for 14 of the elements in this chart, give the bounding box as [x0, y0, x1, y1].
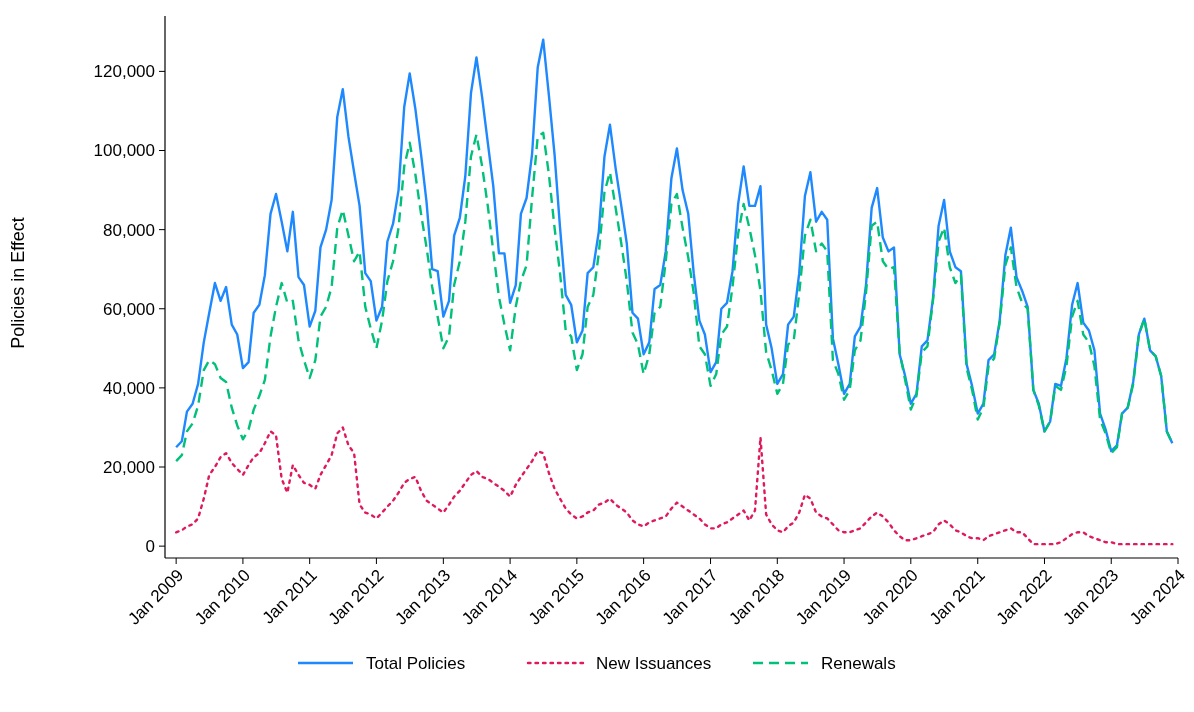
- y-axis-title: Policies in Effect: [8, 217, 28, 349]
- legend-label: Total Policies: [366, 653, 466, 673]
- y-tick-label: 0: [145, 537, 155, 557]
- y-tick-label: 20,000: [103, 457, 155, 477]
- y-tick-label: 100,000: [93, 141, 155, 161]
- y-tick-label: 120,000: [93, 62, 155, 82]
- line-series: [174, 38, 1174, 453]
- y-tick-label: 60,000: [103, 299, 155, 319]
- line-series: [174, 131, 1174, 463]
- y-tick-label: 80,000: [103, 220, 155, 240]
- line-series: [174, 426, 1174, 546]
- y-tick-label: 40,000: [103, 378, 155, 398]
- legend-label: Renewals: [821, 653, 896, 673]
- legend-label: New Issuances: [596, 653, 712, 673]
